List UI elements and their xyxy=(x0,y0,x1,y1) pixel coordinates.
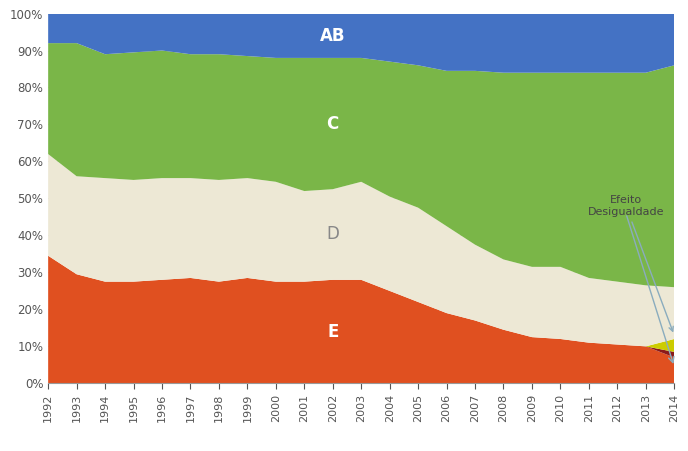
Text: C: C xyxy=(327,115,339,133)
Text: AB: AB xyxy=(320,27,345,45)
Text: Efeito
Desigualdade: Efeito Desigualdade xyxy=(588,195,674,331)
Text: D: D xyxy=(326,226,339,244)
Text: E: E xyxy=(327,322,338,341)
